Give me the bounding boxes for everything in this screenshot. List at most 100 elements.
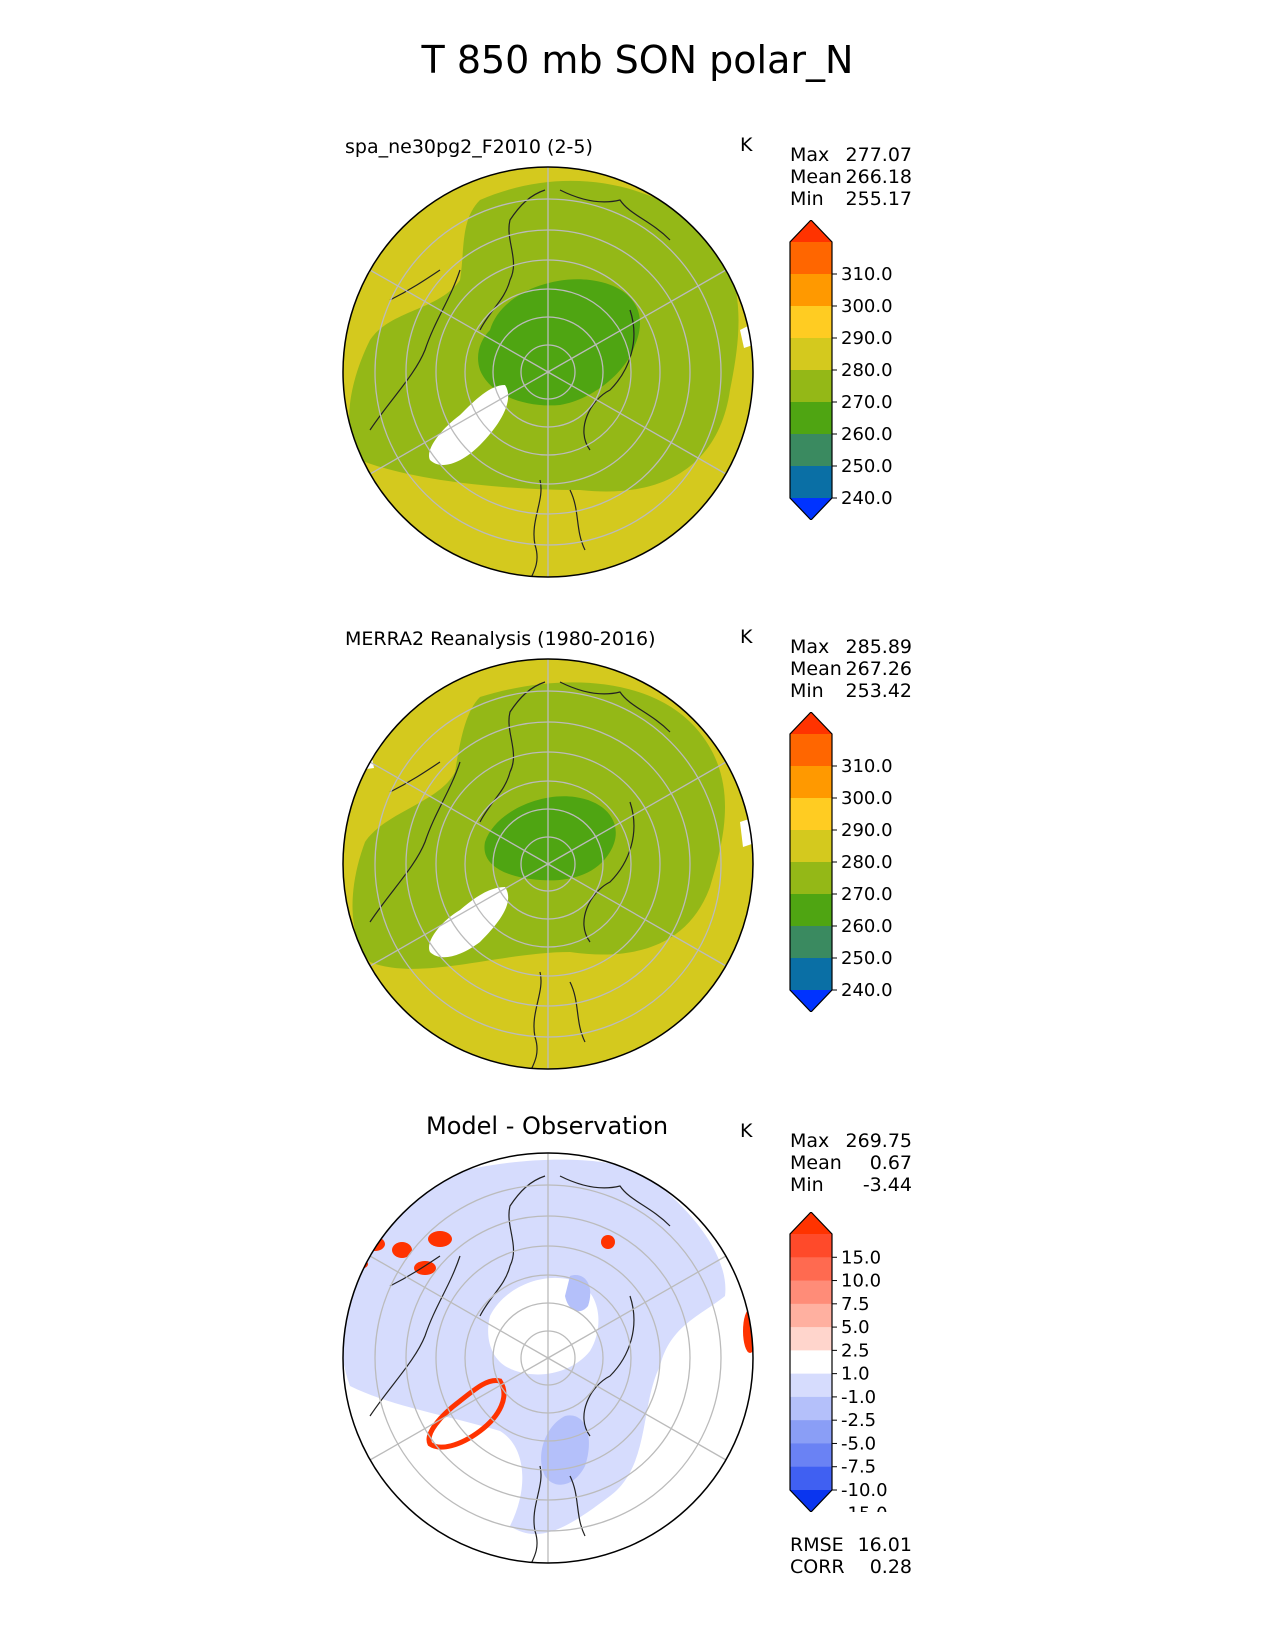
diff-stat-min-value: -3.44 xyxy=(862,1174,912,1196)
diff-colorbar-tick-label: -15.0 xyxy=(841,1503,888,1512)
diff-colorbar-tick-label: 2.5 xyxy=(841,1340,870,1361)
diff-colorbar-segments xyxy=(789,1212,833,1512)
diff-colorbar-outline xyxy=(789,1212,833,1512)
obs-stat-max-label: Max xyxy=(790,636,830,658)
obs-colorbar-segment xyxy=(790,830,832,863)
diff-corr-value: 0.28 xyxy=(869,1556,912,1578)
diff-map-boundary xyxy=(342,1152,754,1564)
model-colorbar-segment xyxy=(790,434,832,467)
obs-stat-min-value: 253.42 xyxy=(845,680,912,702)
obs-colorbar-tick-label: 280.0 xyxy=(841,852,893,873)
model-colorbar-outline xyxy=(789,220,833,520)
obs-stat-mean-label: Mean xyxy=(790,658,842,680)
diff-colorbar-tick-label: 7.5 xyxy=(841,1294,870,1315)
model-polar-map xyxy=(342,166,754,578)
diff-stat-min-label: Min xyxy=(790,1174,824,1196)
obs-units-label: K xyxy=(740,626,753,648)
obs-colorbar-segment xyxy=(790,894,832,927)
model-colorbar-segments xyxy=(789,220,833,520)
diff-colorbar-segment xyxy=(790,1466,832,1491)
diff-colorbar-segment xyxy=(790,1257,832,1282)
obs-stat-min-label: Min xyxy=(790,680,824,702)
model-greenland-mask xyxy=(429,385,509,465)
obs-colorbar-tick-label: 260.0 xyxy=(841,916,893,937)
obs-colorbar-segment xyxy=(790,712,832,734)
model-colorbar-tick-label: 270.0 xyxy=(841,392,893,413)
obs-colorbar-segment xyxy=(790,734,832,767)
obs-colorbar-tick-label: 270.0 xyxy=(841,884,893,905)
diff-colorbar-tick-label: -2.5 xyxy=(841,1410,876,1431)
diff-colorbar-segment xyxy=(790,1490,832,1512)
diff-colorbar-tick-label: -7.5 xyxy=(841,1457,876,1478)
obs-colorbar-segment xyxy=(790,798,832,831)
diff-graticule xyxy=(369,1153,727,1563)
model-graticule xyxy=(369,167,727,577)
diff-field-strong-negative xyxy=(541,1415,589,1485)
obs-map-boundary xyxy=(342,658,754,1070)
model-colorbar-segment xyxy=(790,402,832,435)
obs-greenland-mask xyxy=(429,887,509,958)
model-units-label: K xyxy=(740,134,753,156)
model-stat-mean-value: 266.18 xyxy=(845,166,912,188)
diff-rmse-label: RMSE xyxy=(790,1534,844,1556)
diff-colorbar-tick-label: 5.0 xyxy=(841,1317,870,1338)
obs-panel-title: MERRA2 Reanalysis (1980-2016) xyxy=(345,628,656,650)
model-missing-data-patch xyxy=(350,263,370,276)
model-colorbar-tick-label: 300.0 xyxy=(841,296,893,317)
obs-colorbar-tick-label: 290.0 xyxy=(841,820,893,841)
diff-colorbar-tick-label: -10.0 xyxy=(841,1480,888,1501)
obs-colorbar-segment xyxy=(790,990,832,1012)
diff-colorbar-ticks: 15.0 10.07.55.02.5 1.0-1.0-2.5-5.0 -7.5-10.… xyxy=(832,1247,888,1512)
diff-rmse-value: 16.01 xyxy=(857,1534,912,1556)
diff-colorbar-segment xyxy=(790,1373,832,1398)
model-colorbar-segment xyxy=(790,498,832,520)
model-colorbar-tick-label: 250.0 xyxy=(841,456,893,477)
diff-colorbar-tick-label: -1.0 xyxy=(841,1387,876,1408)
diff-colorbar-tick-label: -5.0 xyxy=(841,1433,876,1454)
model-colorbar-tick-label: 240.0 xyxy=(841,488,893,509)
diff-field-strong-negative-2 xyxy=(565,1275,591,1312)
model-stat-max-value: 277.07 xyxy=(845,144,912,166)
model-colorbar-tick-label: 290.0 xyxy=(841,328,893,349)
obs-colorbar-segment xyxy=(790,862,832,895)
diff-colorbar-segment xyxy=(790,1234,832,1258)
obs-colorbar-tick-label: 240.0 xyxy=(841,980,893,1001)
model-stat-max-label: Max xyxy=(790,144,830,166)
diff-colorbar: 15.0 10.07.55.02.5 1.0-1.0-2.5-5.0 -7.5-10.… xyxy=(789,1212,888,1512)
obs-colorbar-segment xyxy=(790,766,832,799)
figure-title: T 850 mb SON polar_N xyxy=(421,38,854,82)
model-colorbar-segment xyxy=(790,242,832,275)
obs-graticule xyxy=(369,659,727,1069)
diff-colorbar-segment xyxy=(790,1327,832,1351)
model-stat-min-label: Min xyxy=(790,188,824,210)
diff-coastlines xyxy=(369,1175,671,1563)
obs-colorbar-segment xyxy=(790,958,832,991)
model-colorbar-segment xyxy=(790,220,832,242)
obs-colorbar: 310.0 300.0 290.0 280.0 270.0 260.0 250.0 240.0… xyxy=(789,712,893,1012)
model-colorbar-segment xyxy=(790,466,832,499)
diff-panel-title: Model - Observation xyxy=(426,1112,669,1140)
diff-colorbar-tick-label: 1.0 xyxy=(841,1364,870,1385)
diff-stat-max-label: Max xyxy=(790,1130,830,1152)
model-colorbar-segment xyxy=(790,338,832,371)
diff-stat-mean-value: 0.67 xyxy=(869,1152,912,1174)
diff-corr-label: CORR xyxy=(790,1556,845,1578)
model-colorbar-tick-label: 310.0 xyxy=(841,264,893,285)
obs-stat-mean-value: 267.26 xyxy=(845,658,912,680)
diff-stat-max-value: 269.75 xyxy=(845,1130,912,1152)
obs-polar-map xyxy=(342,658,754,1070)
diff-colorbar-segment xyxy=(790,1280,832,1305)
diff-colorbar-segment xyxy=(790,1396,832,1421)
diff-colorbar-segment xyxy=(790,1212,832,1234)
model-map-boundary xyxy=(342,166,754,578)
diff-colorbar-segment xyxy=(790,1443,832,1468)
obs-colorbar-tick-label: 310.0 xyxy=(841,756,893,777)
obs-colorbar-ticks: 310.0 300.0 290.0 280.0 270.0 260.0 250.0 240.0… xyxy=(832,756,893,1001)
obs-colorbar-tick-label: 250.0 xyxy=(841,948,893,969)
diff-stat-mean-label: Mean xyxy=(790,1152,842,1174)
model-colorbar: 310.0 300.0 290.0 280.0 270.0 260.0 250.0 240.0… xyxy=(789,220,893,520)
model-colorbar-ticks: 310.0 300.0 290.0 280.0 270.0 260.0 250.0 240.0… xyxy=(832,264,893,509)
obs-colorbar-segments xyxy=(789,712,833,1012)
model-colorbar-tick-label: 280.0 xyxy=(841,360,893,381)
diff-colorbar-segment xyxy=(790,1303,832,1328)
